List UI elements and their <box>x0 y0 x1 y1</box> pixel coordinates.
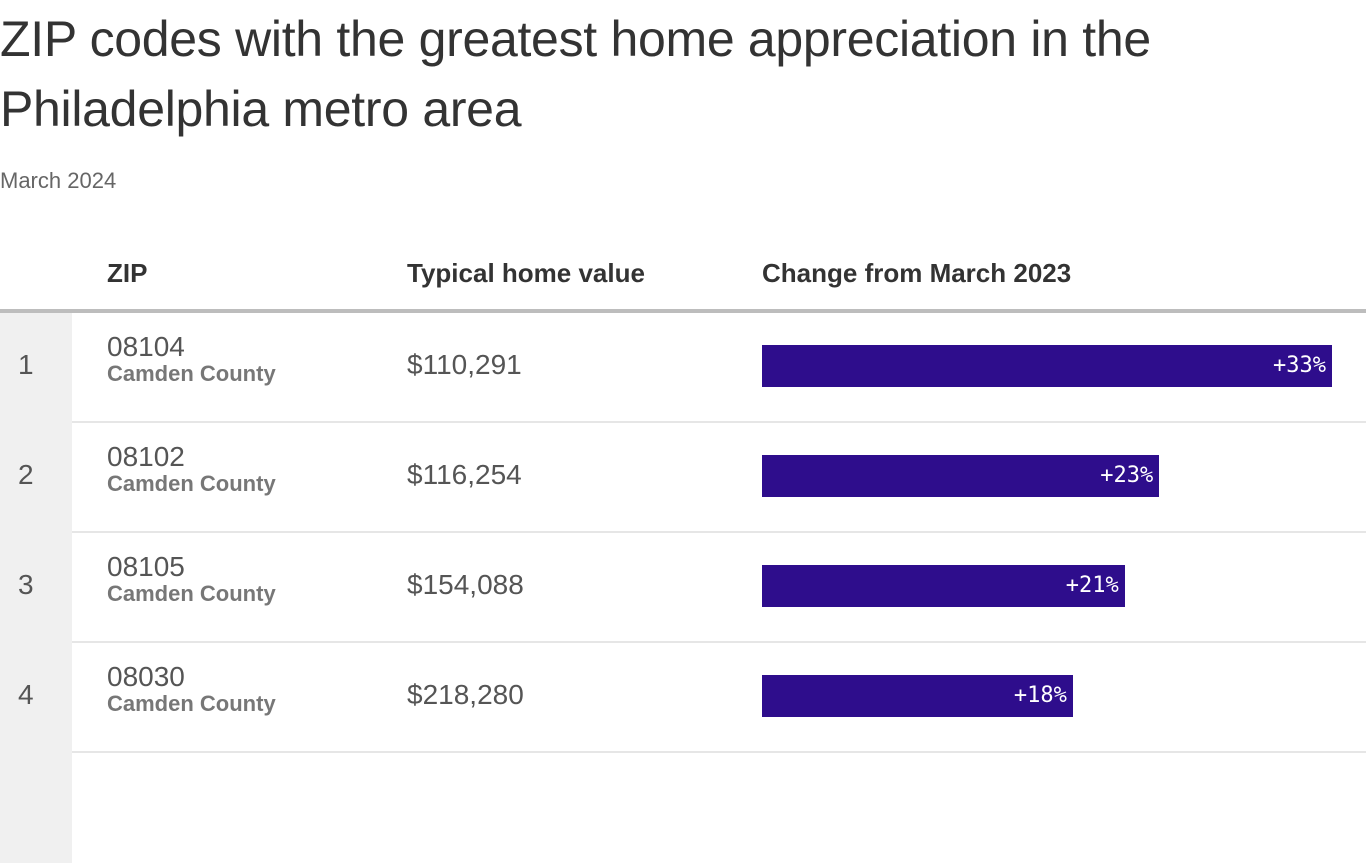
change-label: +18% <box>1013 683 1067 708</box>
rank: 2 <box>18 459 34 490</box>
county: Camden County <box>107 471 276 496</box>
home-value: $110,291 <box>407 349 522 380</box>
column-header-change: Change from March 2023 <box>762 258 1072 288</box>
change-label: +21% <box>1065 573 1119 598</box>
rank-cell: 3 <box>0 533 72 643</box>
table-body: 1 08104 Camden County $110,291 +33% 2 08102 Cam… <box>0 313 1366 863</box>
change-bar: +21% <box>762 565 1125 607</box>
table-row-partial <box>0 753 1366 863</box>
zip-code: 08104 <box>107 331 185 362</box>
zip-code: 08102 <box>107 441 185 472</box>
chart-title: ZIP codes with the greatest home appreci… <box>0 11 1151 137</box>
rank-cell <box>0 753 72 863</box>
change-bar: +18% <box>762 675 1073 717</box>
home-value: $154,088 <box>407 569 524 600</box>
rank: 3 <box>18 569 34 600</box>
rank: 1 <box>18 349 34 380</box>
rank-cell: 1 <box>0 313 72 423</box>
table-row: 3 08105 Camden County $154,088 +21% <box>0 533 1366 643</box>
county: Camden County <box>107 691 276 716</box>
table-row: 4 08030 Camden County $218,280 +18% <box>0 643 1366 753</box>
table-row: 1 08104 Camden County $110,291 +33% <box>0 313 1366 423</box>
rank: 4 <box>18 679 34 710</box>
change-label: +23% <box>1100 463 1154 488</box>
home-value: $116,254 <box>407 459 522 490</box>
change-label: +33% <box>1273 353 1326 378</box>
zip-code: 08030 <box>107 661 185 692</box>
rank-cell: 2 <box>0 423 72 533</box>
rank-cell: 4 <box>0 643 72 753</box>
column-header-zip: ZIP <box>107 258 148 288</box>
county: Camden County <box>107 361 276 386</box>
table-row: 2 08102 Camden County $116,254 +23% <box>0 423 1366 533</box>
zip-code: 08105 <box>107 551 185 582</box>
home-value: $218,280 <box>407 679 524 710</box>
header-divider <box>0 309 1366 313</box>
change-bar: +33% <box>762 345 1332 387</box>
chart-subtitle: March 2024 <box>0 168 117 193</box>
change-bar: +23% <box>762 455 1160 497</box>
county: Camden County <box>107 581 276 606</box>
column-header-home-value: Typical home value <box>407 258 645 288</box>
